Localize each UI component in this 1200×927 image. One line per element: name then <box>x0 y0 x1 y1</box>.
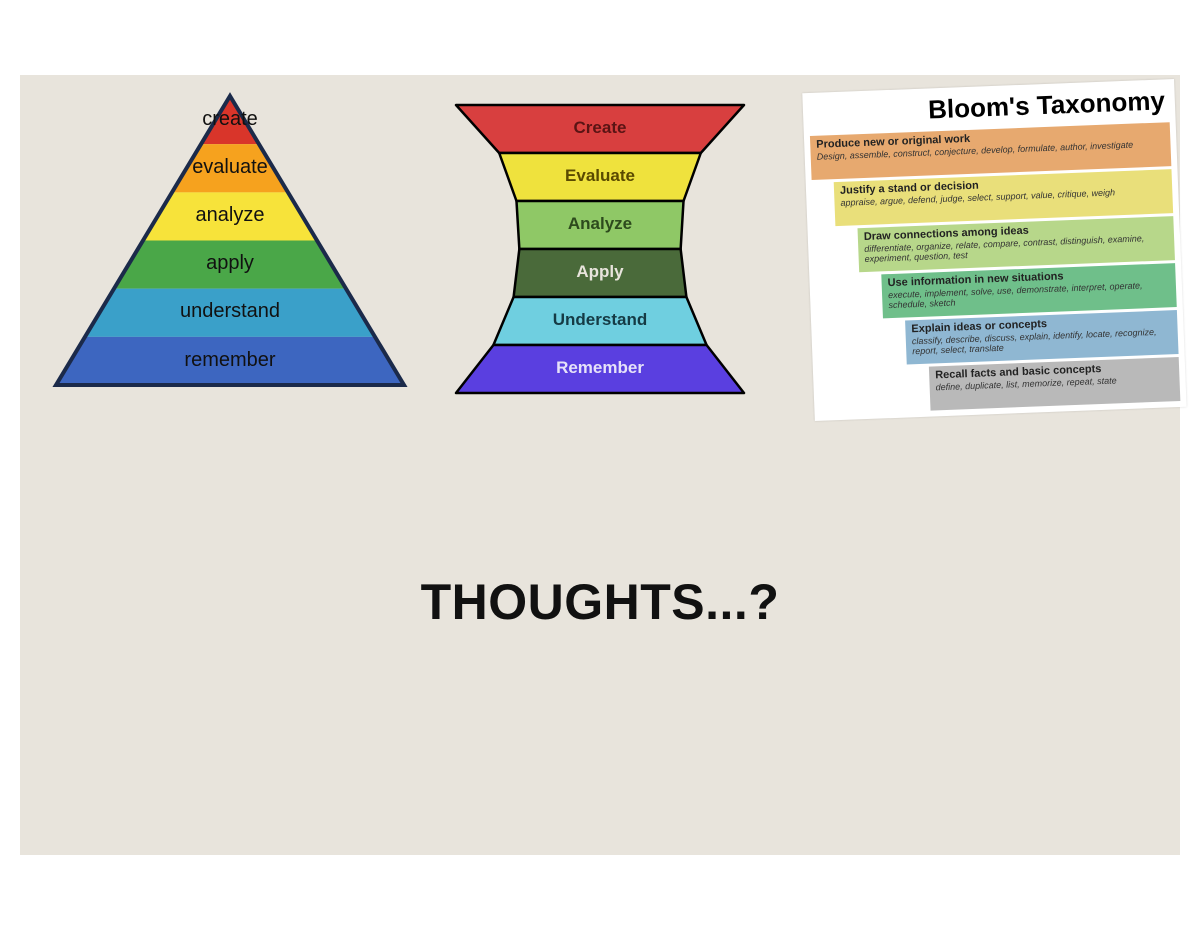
hourglass-label-2: Analyze <box>450 214 750 234</box>
pyramid-label-2: analyze <box>50 204 410 227</box>
stair-step-5: Recall facts and basic conceptsdefine, d… <box>929 357 1181 411</box>
stair-step-2: Draw connections among ideasdifferentiat… <box>857 216 1174 272</box>
pyramid-label-3: apply <box>50 252 410 275</box>
slide-canvas: create evaluate analyze apply understand reme… <box>20 75 1180 855</box>
hourglass-label-3: Apply <box>450 262 750 282</box>
hourglass-label-4: Understand <box>450 310 750 330</box>
pyramid-label-1: evaluate <box>50 156 410 179</box>
pyramid-diagram: create evaluate analyze apply understand reme… <box>50 90 410 395</box>
hourglass-label-0: Create <box>450 118 750 138</box>
hourglass-svg <box>450 99 750 399</box>
hourglass-diagram: Create Evaluate Analyze Apply Understand Reme… <box>450 99 750 399</box>
stairs-title: Bloom's Taxonomy <box>809 85 1166 130</box>
stair-step-3: Use information in new situationsexecute… <box>881 263 1176 318</box>
caption-text: THOUGHTS...? <box>20 573 1180 631</box>
stairs-panel: Bloom's Taxonomy Produce new or original… <box>802 79 1186 421</box>
hourglass-label-5: Remember <box>450 358 750 378</box>
pyramid-label-0: create <box>50 108 410 131</box>
stair-step-4: Explain ideas or conceptsclassify, descr… <box>905 310 1178 364</box>
pyramid-label-5: remember <box>50 349 410 372</box>
hourglass-label-1: Evaluate <box>450 166 750 186</box>
pyramid-label-4: understand <box>50 300 410 323</box>
